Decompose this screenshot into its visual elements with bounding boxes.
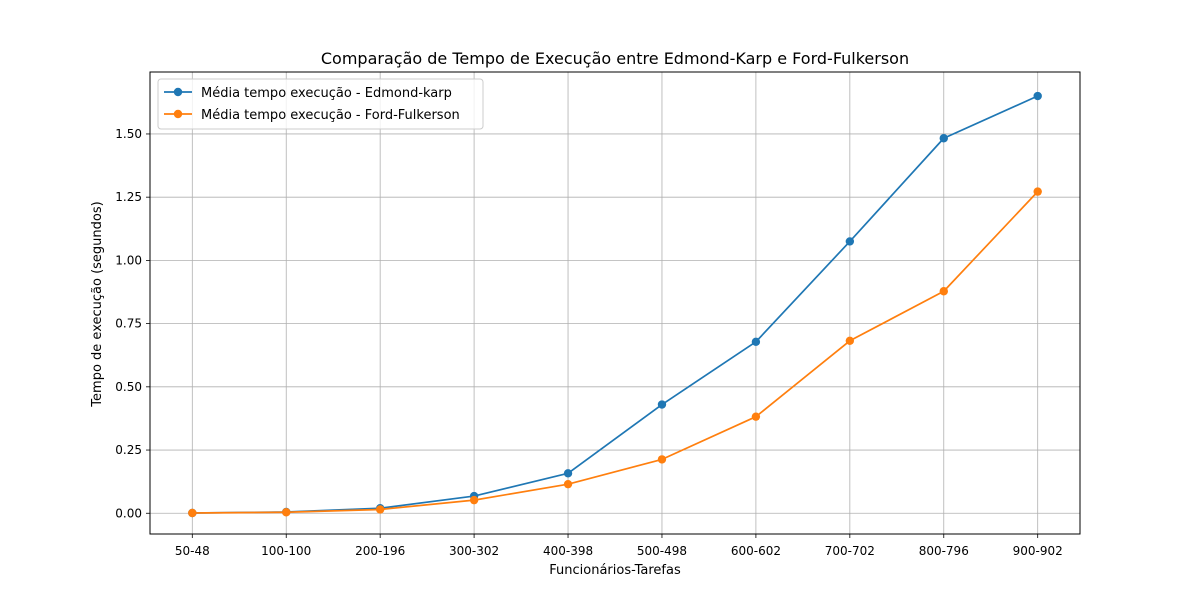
x-tick-label: 100-100 [261,544,311,558]
y-axis-label: Tempo de execução (segundos) [90,201,105,407]
legend-label: Média tempo execução - Ford-Fulkerson [201,108,460,123]
data-point [188,508,197,518]
data-point [939,134,948,143]
y-tick-label: 1.25 [115,190,142,204]
x-tick-label: 600-602 [731,544,781,558]
x-tick-label: 400-398 [543,544,593,558]
x-tick-label: 50-48 [175,544,210,558]
x-tick-label: 700-702 [825,544,875,558]
series-layer [188,91,1042,518]
x-tick-label: 900-902 [1013,544,1063,558]
series-2 [188,187,1042,518]
ticks: 50-48 100-100 200-196 300-302 400-398 500-498… [115,127,1062,558]
legend-box [157,78,484,130]
series-line [192,191,1039,514]
data-point [845,237,855,246]
x-axis-label: Funcionários-Tarefas [549,563,681,578]
data-point [375,505,385,514]
grid [150,72,1080,534]
data-point [1033,187,1042,196]
legend-entry: Média tempo execução - Ford-Fulkerson [164,108,460,123]
y-tick-label: 0.75 [115,317,142,331]
x-tick-label: 500-498 [637,544,687,558]
legend-entry: Média tempo execução - Edmond-karp [164,86,452,101]
y-tick-label: 1.00 [115,253,142,267]
data-point [657,455,667,464]
data-point [751,337,761,347]
legend-marker [173,87,183,97]
axes [149,71,1081,535]
data-point [563,469,573,478]
y-tick-label: 0.00 [115,506,142,520]
y-tick-label: 1.50 [115,127,142,141]
x-tick-label: 300-302 [449,544,499,558]
data-point [1033,91,1042,101]
data-point [657,400,667,409]
legend: Média tempo execução - Edmond-karp Média … [157,78,484,130]
data-point [845,336,855,346]
data-point [563,479,573,489]
axes-frame [149,71,1081,535]
x-tick-label: 800-796 [919,544,969,558]
legend-marker [173,109,183,119]
data-point [751,412,761,421]
y-tick-label: 0.25 [115,443,142,457]
chart-title: Comparação de Tempo de Execução entre Ed… [321,49,909,68]
y-tick-label: 0.50 [115,380,142,394]
data-point [939,287,948,296]
plot-background [150,72,1080,534]
data-point [469,495,479,505]
legend-label: Média tempo execução - Edmond-karp [201,86,452,101]
plot-area [150,72,1080,534]
data-point [282,508,291,517]
x-tick-label: 200-196 [355,544,405,558]
